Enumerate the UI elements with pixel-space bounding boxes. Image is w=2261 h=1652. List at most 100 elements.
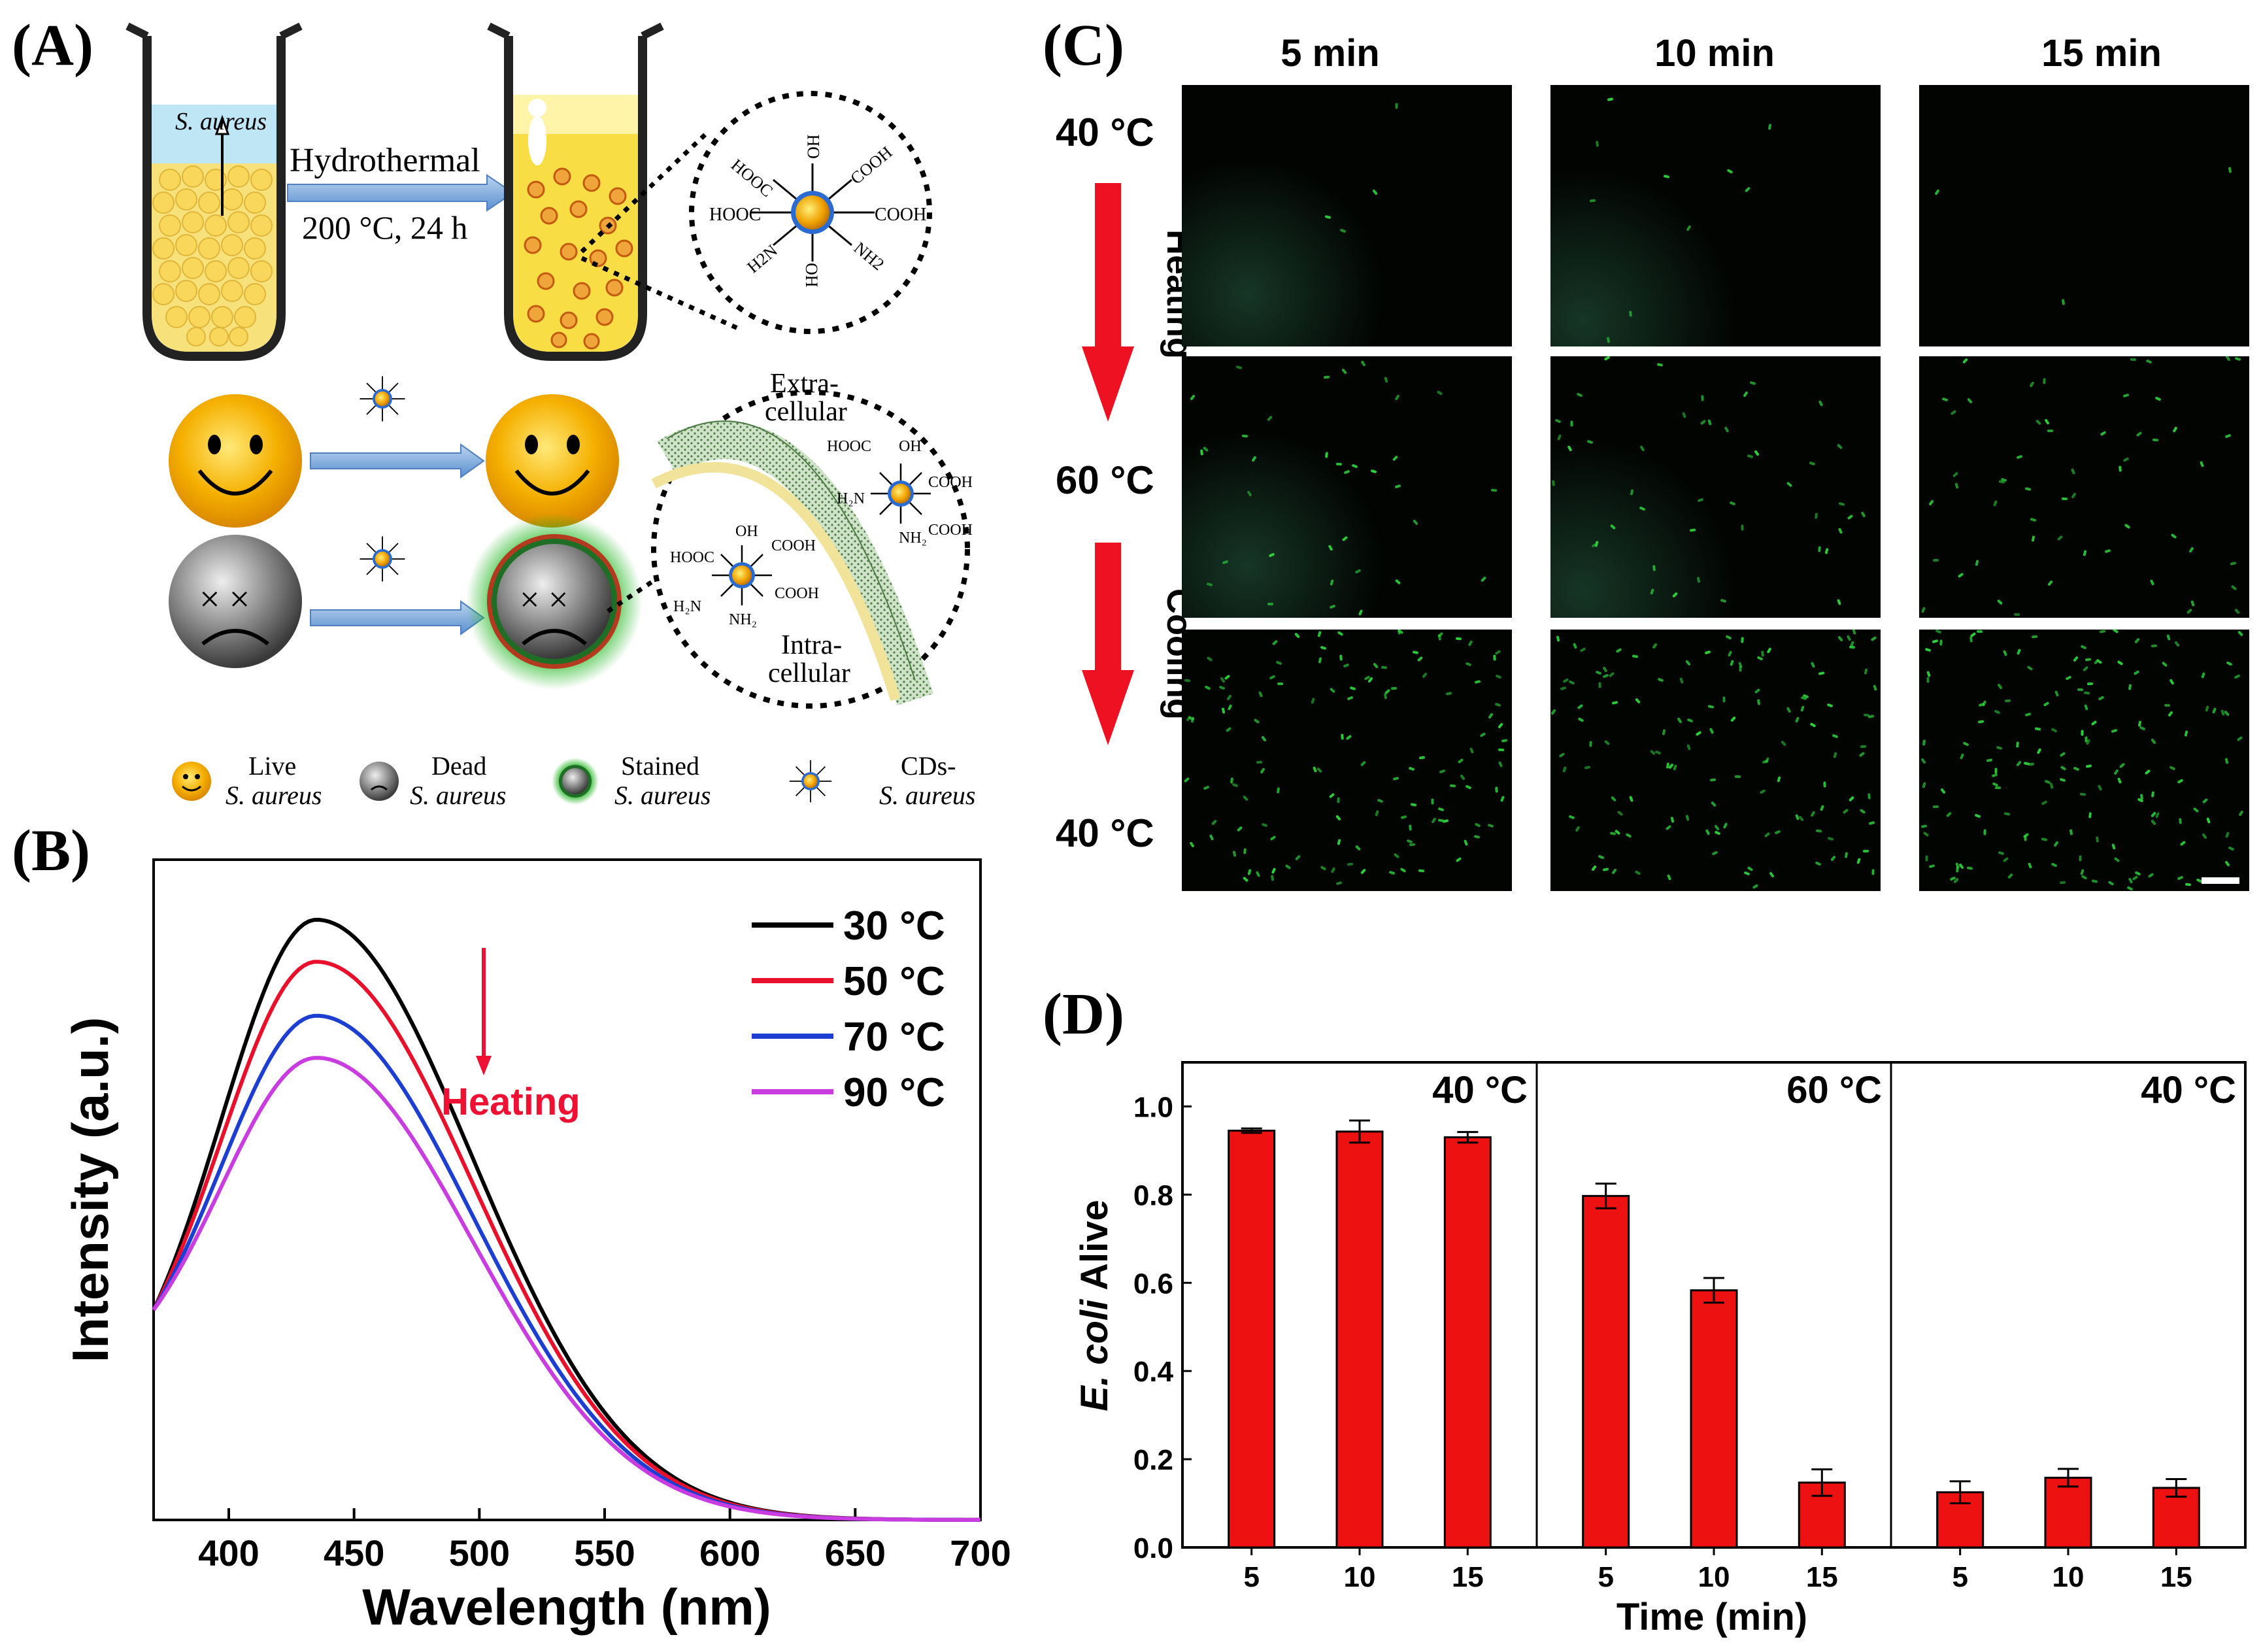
extracellular-label: Extra- xyxy=(770,369,839,399)
x-tick-label: 550 xyxy=(574,1532,635,1574)
panel-d-chart: 0.0 0.2 0.4 0.6 0.8 1.0 40 °C 5 10 15 60 °C 5 10 15 40… xyxy=(1073,1061,2247,1638)
panel-b-label: (B) xyxy=(12,818,90,883)
series-line xyxy=(152,917,980,1522)
x-tick-label: 15 xyxy=(1452,1561,1484,1593)
svg-text:× ×: × × xyxy=(520,580,568,619)
x-tick-label: 5 xyxy=(1952,1561,1968,1593)
y-tick-label: 0.6 xyxy=(1133,1268,1173,1300)
micrograph-image xyxy=(1919,630,2249,891)
heating-arrowhead xyxy=(476,1056,492,1075)
svg-text:HOOC: HOOC xyxy=(827,438,871,455)
x-tick-label: 10 xyxy=(2052,1561,2085,1593)
legend-entry: 70 °C xyxy=(843,1015,945,1060)
carboxyl-label: COOH xyxy=(875,205,926,225)
heating-label: Heating xyxy=(441,1081,580,1123)
svg-text:× ×: × × xyxy=(199,579,250,620)
heat-cool-arrows xyxy=(1082,183,1134,745)
intracellular-label: Intra- xyxy=(781,630,842,660)
svg-text:HOOC: HOOC xyxy=(670,549,714,566)
x-tick-label: 10 xyxy=(1344,1561,1376,1593)
y-axis-label: E. coli Alive xyxy=(1073,1200,1116,1411)
y-tick-label: 0.2 xyxy=(1133,1444,1173,1476)
x-tick-label: 5 xyxy=(1243,1561,1259,1593)
y-tick-label: 0.0 xyxy=(1133,1532,1173,1564)
micrograph-image xyxy=(1182,356,1512,618)
panel-c-label: (C) xyxy=(1043,13,1124,78)
bar xyxy=(1335,1130,1384,1549)
svg-text:OH: OH xyxy=(899,438,922,455)
column-header: 5 min xyxy=(1281,32,1380,75)
bar xyxy=(2044,1476,2092,1549)
x-axis-label: Time (min) xyxy=(1616,1596,1807,1638)
svg-text:NH₂: NH₂ xyxy=(899,530,927,547)
micrograph-image xyxy=(1550,630,1881,891)
legend-entry: 90 °C xyxy=(843,1070,945,1115)
panel-a-schematic: S. aureus Hydrothermal 200 °C, 24 h HOOC… xyxy=(126,22,975,810)
row-temp-label: 40 °C xyxy=(1056,811,1154,855)
x-tick-label: 15 xyxy=(2160,1561,2192,1593)
legend-cds-sub: S. aureus xyxy=(879,781,975,810)
series-line xyxy=(152,1056,980,1522)
svg-text:COOH: COOH xyxy=(928,474,973,491)
micrograph-image xyxy=(1550,85,1881,346)
carboxyl-label: HOOC xyxy=(709,205,761,225)
svg-text:H₂N: H₂N xyxy=(673,598,701,615)
hydroxyl-label: OH xyxy=(802,263,821,288)
y-tick-label: 1.0 xyxy=(1133,1091,1173,1123)
svg-text:H₂N: H₂N xyxy=(837,490,865,507)
x-tick-label: 500 xyxy=(449,1532,510,1574)
legend-entry: 50 °C xyxy=(843,959,945,1004)
heating-arrow xyxy=(1095,183,1121,353)
bar xyxy=(2152,1487,2200,1549)
micrograph-image xyxy=(1550,356,1881,618)
x-axis-label: Wavelength (nm) xyxy=(362,1578,771,1636)
process-line2: 200 °C, 24 h xyxy=(302,209,467,246)
group-label: 40 °C xyxy=(2141,1069,2236,1111)
bar xyxy=(1443,1136,1492,1549)
process-line1: Hydrothermal xyxy=(290,142,480,179)
column-header: 15 min xyxy=(2041,32,2162,75)
svg-text:OH: OH xyxy=(735,523,758,540)
cooling-arrowhead xyxy=(1082,670,1134,745)
svg-text:COOH: COOH xyxy=(775,585,819,602)
row-temp-label: 40 °C xyxy=(1056,110,1154,154)
group-label: 60 °C xyxy=(1786,1069,1882,1111)
svg-text:COOH: COOH xyxy=(771,537,816,554)
legend-live: Live xyxy=(248,751,296,781)
x-tick-label: 15 xyxy=(1806,1561,1838,1593)
intracellular-label: cellular xyxy=(768,658,850,688)
legend-dead: Dead xyxy=(431,751,486,781)
legend-stained: Stained xyxy=(621,751,699,781)
x-tick-label: 700 xyxy=(950,1532,1011,1574)
bar xyxy=(1690,1289,1738,1549)
scale-bar xyxy=(2202,877,2239,884)
panel-b-chart: 400 450 500 550 600 650 700 Wavelength (nm) In… xyxy=(61,858,1011,1636)
panel-a-label: (A) xyxy=(12,13,93,78)
legend-entry: 30 °C xyxy=(843,903,945,949)
legend-live-sub: S. aureus xyxy=(226,781,322,810)
column-header: 10 min xyxy=(1654,32,1775,75)
bar xyxy=(1582,1194,1630,1549)
micrograph-image xyxy=(1919,356,2249,618)
micrograph-image xyxy=(1182,85,1512,346)
x-tick-label: 400 xyxy=(198,1532,259,1574)
y-axis-label: Intensity (a.u.) xyxy=(61,1017,119,1363)
heating-arrowhead xyxy=(1082,346,1134,422)
x-tick-label: 650 xyxy=(825,1532,886,1574)
bar xyxy=(1936,1491,1985,1549)
panel-d-label: (D) xyxy=(1043,982,1124,1047)
group-label: 40 °C xyxy=(1432,1069,1528,1111)
legend-dead-sub: S. aureus xyxy=(410,781,506,810)
x-tick-label: 600 xyxy=(699,1532,760,1574)
x-tick-label: 450 xyxy=(324,1532,384,1574)
legend-cds: CDs- xyxy=(901,751,956,781)
hydroxyl-label: OH xyxy=(804,134,823,159)
legend-stained-sub: S. aureus xyxy=(614,781,711,810)
plot-frame xyxy=(152,858,982,1521)
extracellular-label: cellular xyxy=(765,397,847,427)
x-tick-label: 5 xyxy=(1598,1561,1613,1593)
y-axis-label-rest: Alive xyxy=(1073,1200,1116,1300)
svg-text:COOH: COOH xyxy=(928,522,973,539)
y-axis-label-italic: E. coli xyxy=(1073,1298,1116,1411)
bacteria-label: S. aureus xyxy=(175,108,267,135)
